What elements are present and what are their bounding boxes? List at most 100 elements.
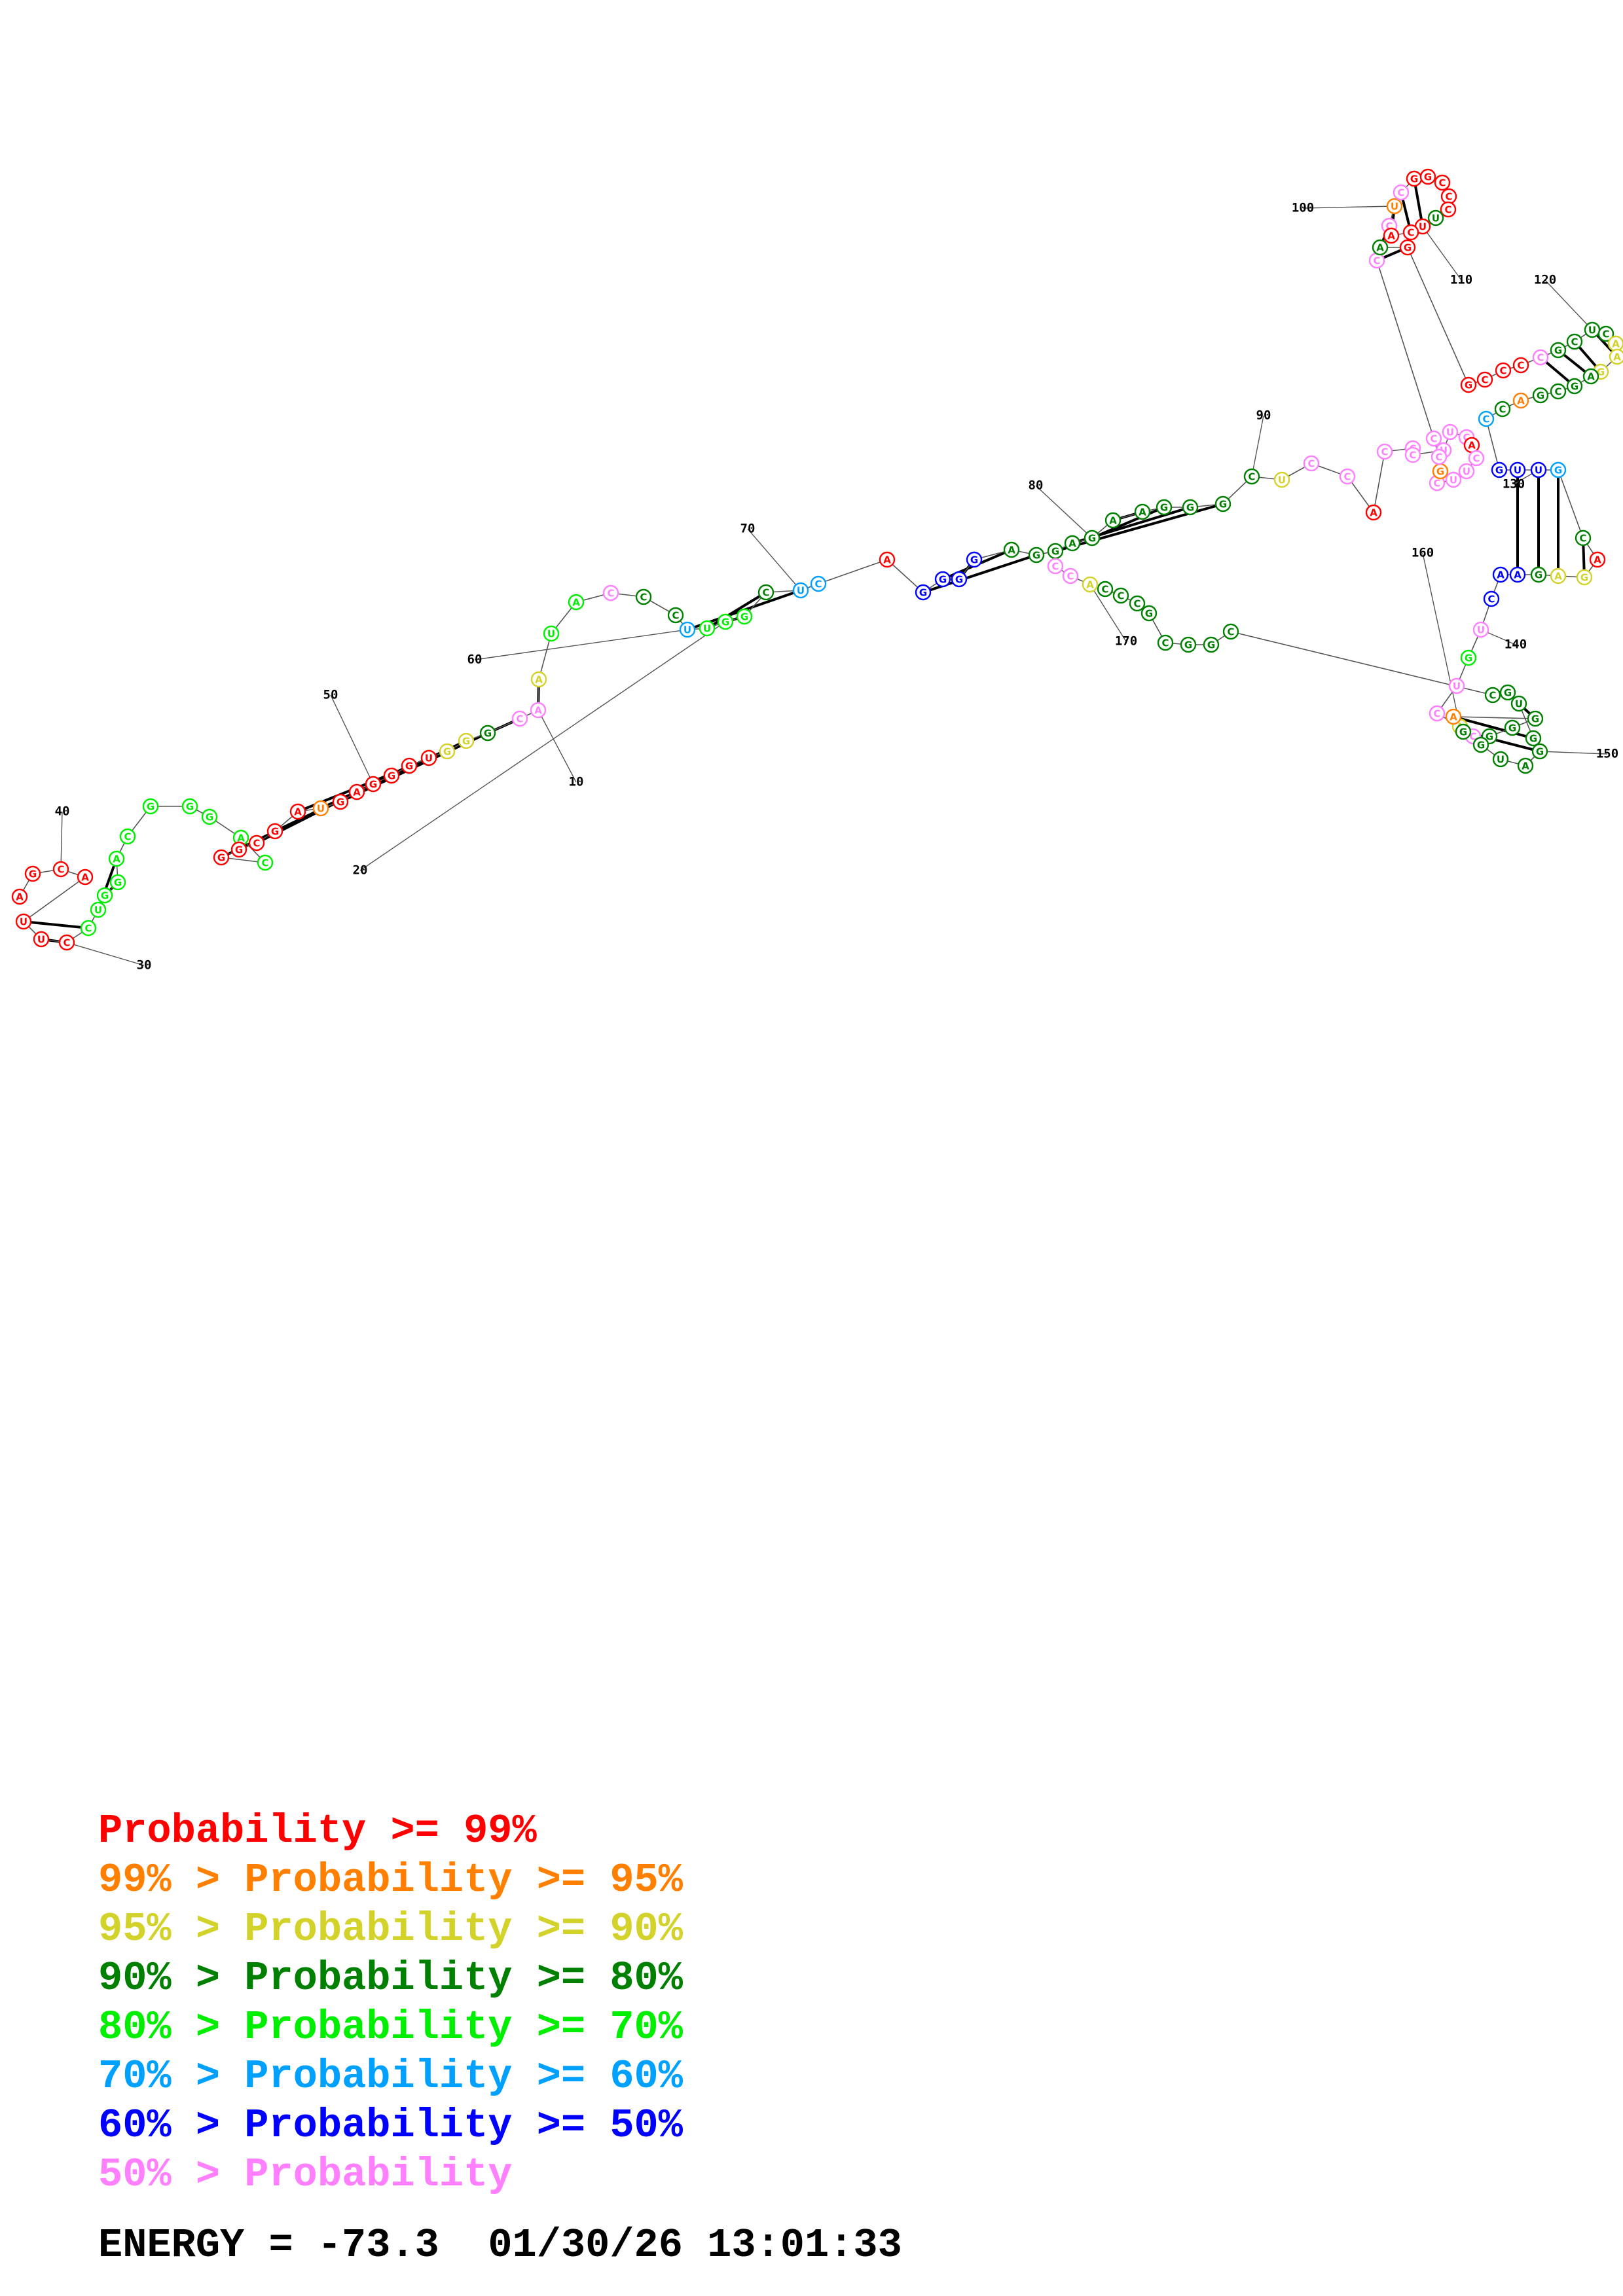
nucleotide: G <box>1550 342 1567 359</box>
position-tick-line <box>1251 415 1264 477</box>
nucleotide: G <box>1182 499 1199 516</box>
nucleotide-base: A <box>1086 579 1094 591</box>
nucleotide: U <box>792 582 809 599</box>
nucleotide-base: G <box>970 554 978 566</box>
nucleotide-base: U <box>1391 201 1398 213</box>
position-tick-line <box>474 629 688 660</box>
position-label: 160 <box>1412 546 1434 560</box>
nucleotide-circle <box>1182 499 1199 516</box>
nucleotide-base: A <box>572 597 580 609</box>
nucleotide: C <box>667 607 684 624</box>
nucleotide: C <box>1550 383 1567 400</box>
nucleotide-base: G <box>462 736 470 747</box>
nucleotide-base: C <box>1307 458 1315 470</box>
nucleotide-base: C <box>516 713 523 725</box>
nucleotide: A <box>1365 504 1382 521</box>
nucleotide-circle <box>1203 636 1220 653</box>
nucleotide-circle <box>1434 174 1451 191</box>
nucleotide: G <box>1525 730 1542 747</box>
nucleotide-base: C <box>1445 191 1452 203</box>
nucleotide-base: A <box>353 787 361 798</box>
nucleotide-base: G <box>235 844 243 856</box>
nucleotide-base: G <box>1465 653 1472 664</box>
nucleotide-circle <box>1062 567 1079 584</box>
backbone-segment <box>1407 247 1469 386</box>
nucleotide-circle <box>1134 503 1151 520</box>
nucleotide-circle <box>543 625 560 642</box>
nucleotide-base: G <box>1504 687 1512 699</box>
nucleotide: A <box>289 803 306 820</box>
backbone-segment <box>886 559 924 593</box>
nucleotide: A <box>879 551 896 568</box>
nucleotide-base: G <box>484 728 492 740</box>
nucleotide-circle <box>1597 325 1614 342</box>
position-tick-line <box>60 811 63 870</box>
nucleotide-circle <box>530 702 547 719</box>
nucleotide-circle <box>420 749 437 766</box>
nucleotide: A <box>1607 335 1623 352</box>
nucleotide-circle <box>1339 468 1356 485</box>
nucleotide-circle <box>58 934 75 951</box>
nucleotide-base: U <box>1419 221 1427 233</box>
nucleotide-circle <box>1273 471 1290 488</box>
nucleotide-circle <box>1243 468 1260 485</box>
nucleotide-circle <box>1483 590 1500 607</box>
nucleotide: C <box>1404 446 1421 463</box>
nucleotide-base: C <box>1469 731 1476 743</box>
nucleotide-circle <box>15 913 32 930</box>
position-label: 70 <box>740 522 756 536</box>
nucleotide-circle <box>109 874 126 891</box>
nucleotide-circle <box>108 850 125 867</box>
nucleotide-circle <box>951 571 968 588</box>
nucleotide-circle <box>879 551 896 568</box>
nucleotide-circle <box>1419 168 1436 185</box>
nucleotide-circle <box>679 621 696 638</box>
nucleotide: G <box>479 725 496 742</box>
nucleotide: G <box>1047 543 1064 560</box>
nucleotide-base: G <box>337 797 344 808</box>
nucleotide-base: C <box>1481 374 1488 386</box>
legend-text: Probability >= 90% <box>244 1906 683 1952</box>
nucleotide-base: G <box>1207 639 1215 651</box>
nucleotide-base: U <box>1278 475 1286 486</box>
nucleotide: C <box>1483 590 1500 607</box>
nucleotide-base: A <box>534 705 542 717</box>
legend-row-95: 99% > Probability >= 95% <box>98 1856 683 1905</box>
nucleotide-circle <box>1532 387 1549 404</box>
nucleotide-circle <box>1084 529 1101 547</box>
nucleotide-base: C <box>57 864 64 876</box>
nucleotide: G <box>1504 719 1521 736</box>
nucleotide-circle <box>810 575 827 592</box>
nucleotide-circle <box>77 869 94 886</box>
legend-row-99: Probability >= 99% <box>98 1806 683 1856</box>
nucleotide-base: C <box>1407 227 1414 239</box>
nucleotide-circle <box>1082 576 1099 593</box>
nucleotide: A <box>77 869 94 886</box>
nucleotide: U <box>1472 621 1489 638</box>
nucleotide-circle <box>1472 621 1489 638</box>
nucleotide-base: A <box>1387 230 1395 242</box>
legend-prefix: 80% > <box>98 2004 245 2051</box>
nucleotide-base: C <box>1602 329 1609 340</box>
nucleotide-base: G <box>1529 733 1537 745</box>
position-tick-line <box>1035 485 1093 539</box>
nucleotide: C <box>1495 362 1512 379</box>
nucleotide: C <box>52 861 69 878</box>
nucleotide: G <box>1156 499 1173 516</box>
nucleotide: C <box>1429 705 1446 722</box>
nucleotide-base: C <box>1433 708 1440 720</box>
nucleotide: G <box>365 776 382 793</box>
nucleotide: G <box>1530 566 1547 583</box>
nucleotide-base: U <box>1535 465 1542 476</box>
nucleotide-circle <box>568 594 585 611</box>
nucleotide-circle <box>1575 529 1592 547</box>
nucleotide-circle <box>934 571 951 588</box>
nucleotide: A <box>1582 368 1599 385</box>
nucleotide: C <box>1243 468 1260 485</box>
nucleotide: C <box>1468 450 1485 467</box>
nucleotide: G <box>24 865 41 882</box>
nucleotide: A <box>232 829 249 846</box>
nucleotide: C <box>757 584 775 601</box>
nucleotide: G <box>142 798 159 815</box>
nucleotide-circle <box>1003 541 1020 558</box>
